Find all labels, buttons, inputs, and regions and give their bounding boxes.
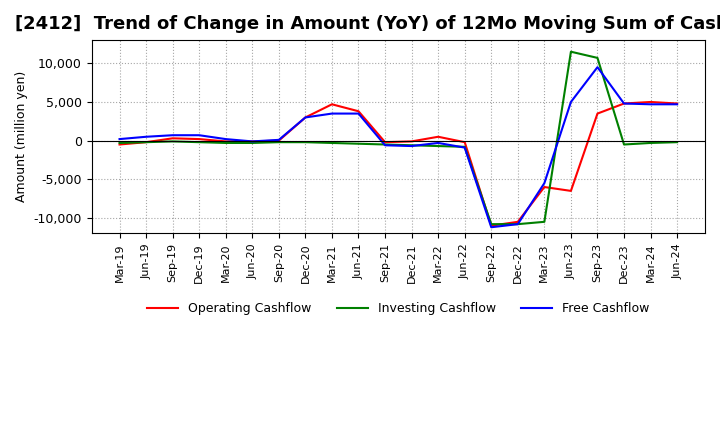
Free Cashflow — [487, 224, 495, 230]
Operating Cashflow — [328, 102, 336, 107]
Free Cashflow — [115, 136, 124, 142]
Operating Cashflow — [115, 142, 124, 147]
Free Cashflow — [460, 145, 469, 150]
Free Cashflow — [620, 101, 629, 106]
Free Cashflow — [593, 65, 602, 70]
Operating Cashflow — [408, 139, 416, 144]
Investing Cashflow — [434, 143, 443, 149]
Investing Cashflow — [567, 49, 575, 55]
Legend: Operating Cashflow, Investing Cashflow, Free Cashflow: Operating Cashflow, Investing Cashflow, … — [142, 297, 654, 320]
Operating Cashflow — [274, 138, 283, 143]
Operating Cashflow — [248, 139, 256, 144]
Free Cashflow — [567, 99, 575, 105]
Line: Operating Cashflow: Operating Cashflow — [120, 102, 677, 226]
Operating Cashflow — [434, 134, 443, 139]
Investing Cashflow — [513, 221, 522, 227]
Free Cashflow — [381, 143, 390, 148]
Investing Cashflow — [222, 140, 230, 146]
Free Cashflow — [513, 221, 522, 227]
Investing Cashflow — [620, 142, 629, 147]
Operating Cashflow — [647, 99, 655, 105]
Investing Cashflow — [381, 142, 390, 147]
Free Cashflow — [672, 102, 681, 107]
Investing Cashflow — [487, 221, 495, 227]
Line: Free Cashflow: Free Cashflow — [120, 67, 677, 227]
Free Cashflow — [248, 139, 256, 144]
Investing Cashflow — [647, 140, 655, 146]
Investing Cashflow — [115, 140, 124, 146]
Operating Cashflow — [381, 139, 390, 145]
Operating Cashflow — [222, 139, 230, 144]
Free Cashflow — [195, 132, 204, 138]
Operating Cashflow — [142, 139, 150, 145]
Investing Cashflow — [274, 139, 283, 145]
Free Cashflow — [540, 180, 549, 186]
Free Cashflow — [274, 137, 283, 143]
Operating Cashflow — [593, 111, 602, 116]
Investing Cashflow — [408, 143, 416, 148]
Investing Cashflow — [593, 55, 602, 61]
Operating Cashflow — [195, 136, 204, 142]
Investing Cashflow — [460, 144, 469, 150]
Free Cashflow — [434, 140, 443, 146]
Investing Cashflow — [540, 219, 549, 224]
Operating Cashflow — [672, 101, 681, 106]
Investing Cashflow — [354, 141, 363, 147]
Investing Cashflow — [301, 139, 310, 145]
Operating Cashflow — [620, 101, 629, 106]
Free Cashflow — [301, 115, 310, 120]
Y-axis label: Amount (million yen): Amount (million yen) — [15, 71, 28, 202]
Free Cashflow — [354, 111, 363, 116]
Operating Cashflow — [460, 139, 469, 145]
Investing Cashflow — [248, 140, 256, 146]
Title: [2412]  Trend of Change in Amount (YoY) of 12Mo Moving Sum of Cashflows: [2412] Trend of Change in Amount (YoY) o… — [15, 15, 720, 33]
Free Cashflow — [222, 136, 230, 142]
Investing Cashflow — [195, 139, 204, 145]
Operating Cashflow — [513, 219, 522, 224]
Operating Cashflow — [354, 109, 363, 114]
Line: Investing Cashflow: Investing Cashflow — [120, 52, 677, 224]
Operating Cashflow — [168, 136, 177, 141]
Free Cashflow — [408, 143, 416, 149]
Free Cashflow — [647, 102, 655, 107]
Operating Cashflow — [301, 115, 310, 120]
Operating Cashflow — [540, 184, 549, 190]
Investing Cashflow — [142, 139, 150, 145]
Free Cashflow — [142, 134, 150, 139]
Free Cashflow — [168, 132, 177, 138]
Operating Cashflow — [567, 188, 575, 194]
Investing Cashflow — [672, 139, 681, 145]
Investing Cashflow — [168, 139, 177, 144]
Free Cashflow — [328, 111, 336, 116]
Operating Cashflow — [487, 223, 495, 228]
Investing Cashflow — [328, 140, 336, 146]
